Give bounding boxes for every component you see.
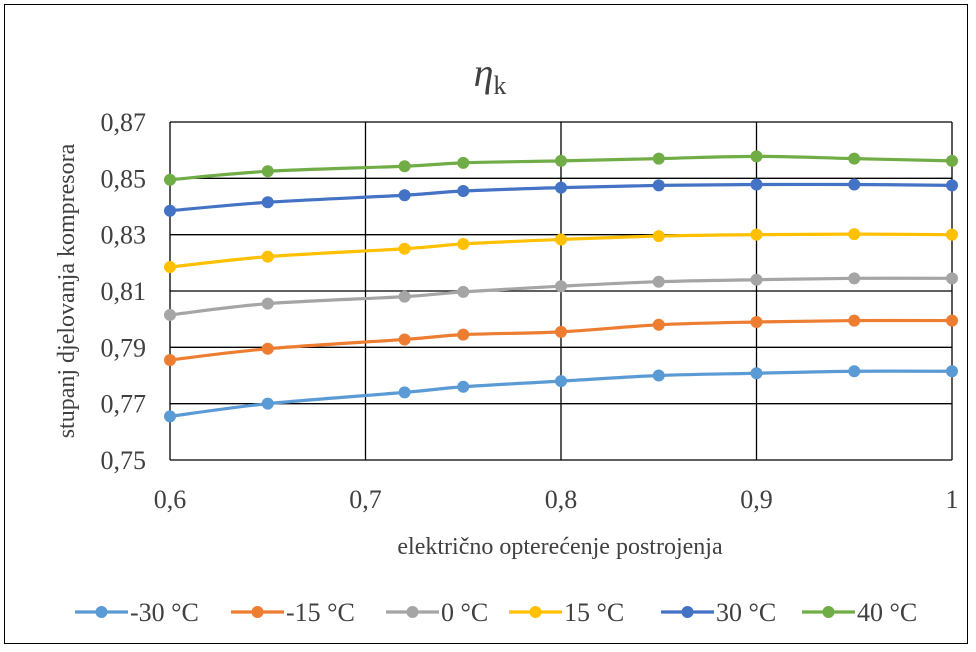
data-point (751, 316, 763, 328)
y-tick-label: 0,85 (101, 164, 147, 193)
data-point (262, 196, 274, 208)
chart-title-main: η (474, 50, 494, 95)
data-point (653, 276, 665, 288)
data-point (457, 157, 469, 169)
y-tick-labels: 0,75 0,77 0,79 0,81 0,83 0,85 0,87 (101, 108, 147, 475)
legend-label: 0 °C (441, 598, 488, 627)
legend-marker (407, 606, 419, 618)
legend-item: -30 °C (75, 598, 199, 627)
legend-label: 40 °C (857, 598, 917, 627)
data-point (399, 160, 411, 172)
data-point (399, 333, 411, 345)
data-point (164, 205, 176, 217)
data-point (457, 185, 469, 197)
data-point (751, 150, 763, 162)
legend-label: 15 °C (564, 598, 624, 627)
x-tick-labels: 0,6 0,7 0,8 0,9 1 (154, 485, 959, 514)
data-point (946, 229, 958, 241)
legend-label: 30 °C (716, 598, 776, 627)
data-point (164, 354, 176, 366)
data-point (555, 155, 567, 167)
data-point (457, 286, 469, 298)
data-point (946, 272, 958, 284)
data-point (751, 229, 763, 241)
legend: -30 °C -15 °C 0 °C 15 °C 30 °C 40 °C (75, 598, 917, 627)
data-point (262, 251, 274, 263)
data-point (399, 291, 411, 303)
data-point (653, 179, 665, 191)
y-tick-label: 0,81 (101, 277, 147, 306)
legend-item: -15 °C (231, 598, 355, 627)
chart-title-subscript: k (493, 71, 506, 100)
data-point (848, 272, 860, 284)
data-point (946, 315, 958, 327)
chart-title: ηk (474, 50, 507, 100)
data-point (555, 182, 567, 194)
data-point (555, 233, 567, 245)
data-point (457, 238, 469, 250)
data-point (751, 179, 763, 191)
data-point (946, 179, 958, 191)
x-tick-label: 0,7 (349, 485, 382, 514)
legend-marker (530, 606, 542, 618)
y-tick-label: 0,77 (101, 390, 147, 419)
data-point (751, 274, 763, 286)
data-point (653, 153, 665, 165)
data-point (555, 280, 567, 292)
legend-marker (252, 606, 264, 618)
data-point (946, 155, 958, 167)
legend-label: -15 °C (286, 598, 355, 627)
y-tick-label: 0,79 (101, 333, 147, 362)
data-point (848, 153, 860, 165)
x-tick-label: 0,6 (154, 485, 187, 514)
data-point (399, 243, 411, 255)
data-point (164, 261, 176, 273)
data-point (457, 329, 469, 341)
legend-marker (823, 606, 835, 618)
y-tick-label: 0,83 (101, 221, 147, 250)
legend-item: 40 °C (802, 598, 917, 627)
data-point (848, 365, 860, 377)
y-tick-label: 0,87 (101, 108, 147, 137)
legend-item: 0 °C (386, 598, 488, 627)
y-axis-label: stupanj djelovanja kompresora (54, 143, 80, 438)
data-point (848, 179, 860, 191)
data-point (262, 165, 274, 177)
data-point (457, 381, 469, 393)
data-point (555, 375, 567, 387)
legend-marker (682, 606, 694, 618)
data-point (262, 298, 274, 310)
y-tick-label: 0,75 (101, 446, 147, 475)
data-point (653, 230, 665, 242)
data-point (164, 410, 176, 422)
x-tick-label: 0,8 (545, 485, 578, 514)
data-point (399, 189, 411, 201)
data-point (262, 398, 274, 410)
data-point (653, 319, 665, 331)
data-point (653, 370, 665, 382)
series-points (164, 150, 958, 422)
data-point (262, 343, 274, 355)
data-point (164, 174, 176, 186)
data-point (399, 386, 411, 398)
legend-item: 15 °C (509, 598, 624, 627)
data-point (164, 309, 176, 321)
data-point (848, 228, 860, 240)
data-point (751, 367, 763, 379)
x-axis-label: električno opterećenje postrojenja (397, 534, 723, 560)
legend-item: 30 °C (661, 598, 776, 627)
data-point (946, 365, 958, 377)
x-tick-label: 0,9 (740, 485, 773, 514)
data-point (555, 326, 567, 338)
data-point (848, 315, 860, 327)
legend-label: -30 °C (130, 598, 199, 627)
x-tick-label: 1 (946, 485, 959, 514)
legend-marker (96, 606, 108, 618)
